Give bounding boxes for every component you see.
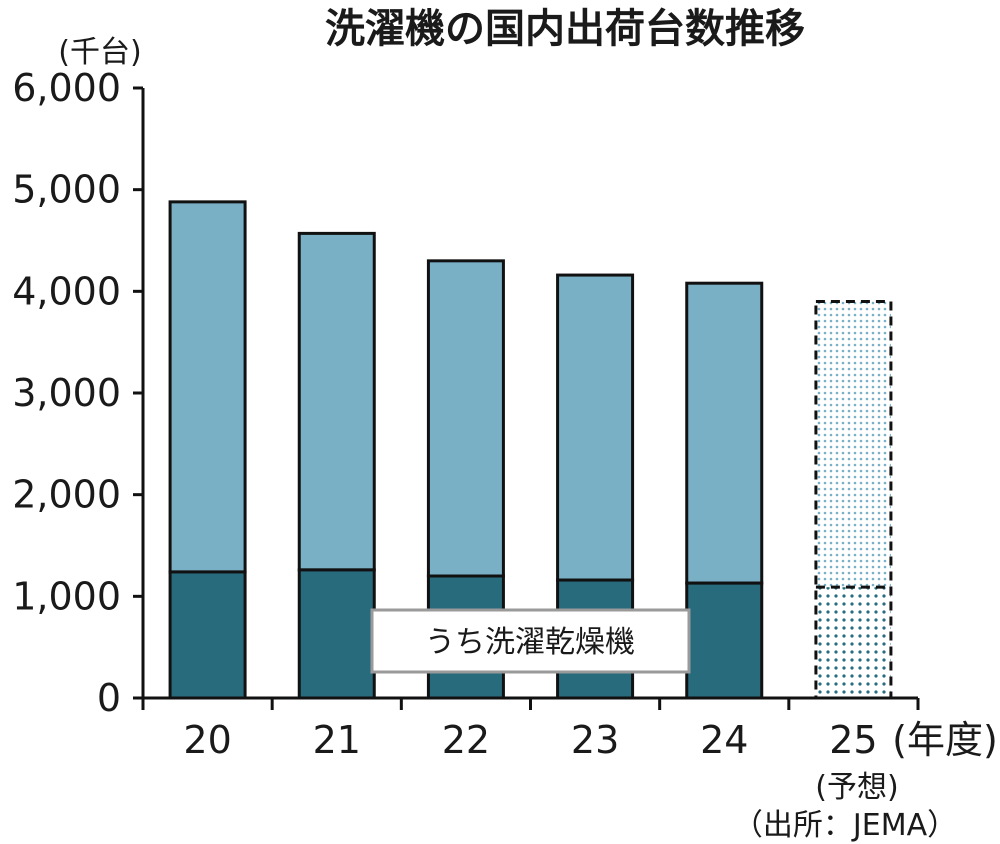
y-tick-label: 2,000	[12, 473, 121, 517]
y-tick-label: 1,000	[12, 574, 121, 618]
x-axis: 20 21 22 23 24 25	[141, 696, 920, 762]
y-tick-label: 4,000	[12, 269, 121, 313]
y-tick-label: 3,000	[12, 371, 121, 415]
x-tick-label: 21	[313, 718, 361, 762]
bar-total	[168, 200, 247, 574]
forecast-note: (予想)	[815, 770, 898, 805]
y-tick-label: 5,000	[12, 168, 121, 212]
bar-dryer	[297, 568, 376, 700]
bar-total	[297, 231, 376, 572]
y-axis: 0 1,000 2,000 3,000 4,000 5,000 6,000	[12, 66, 145, 720]
bar-outline-forecast	[814, 300, 893, 700]
x-tick-label: 20	[183, 718, 231, 762]
bar-total	[685, 281, 764, 585]
y-tick-label: 6,000	[12, 66, 121, 110]
bar-dryer	[168, 570, 247, 700]
bar-total	[556, 273, 635, 582]
bar-dryer-forecast	[815, 587, 891, 698]
x-axis-unit: (年度)	[892, 718, 998, 762]
x-tick-label: 23	[571, 718, 619, 762]
x-tick-label: 25	[829, 718, 877, 762]
y-tick-label: 0	[97, 676, 121, 720]
chart-title: 洗濯機の国内出荷台数推移	[325, 6, 805, 52]
bar-dryer	[685, 581, 764, 700]
legend-box: うち洗濯乾燥機	[370, 608, 691, 674]
y-axis-unit: (千台)	[58, 35, 141, 70]
legend-label-dryer: うち洗濯乾燥機	[425, 625, 635, 660]
x-tick-label: 22	[442, 718, 490, 762]
bar-total	[426, 259, 505, 578]
source-note: （出所：JEMA）	[733, 808, 957, 843]
bar-total-forecast	[815, 301, 891, 588]
x-tick-label: 24	[700, 718, 748, 762]
